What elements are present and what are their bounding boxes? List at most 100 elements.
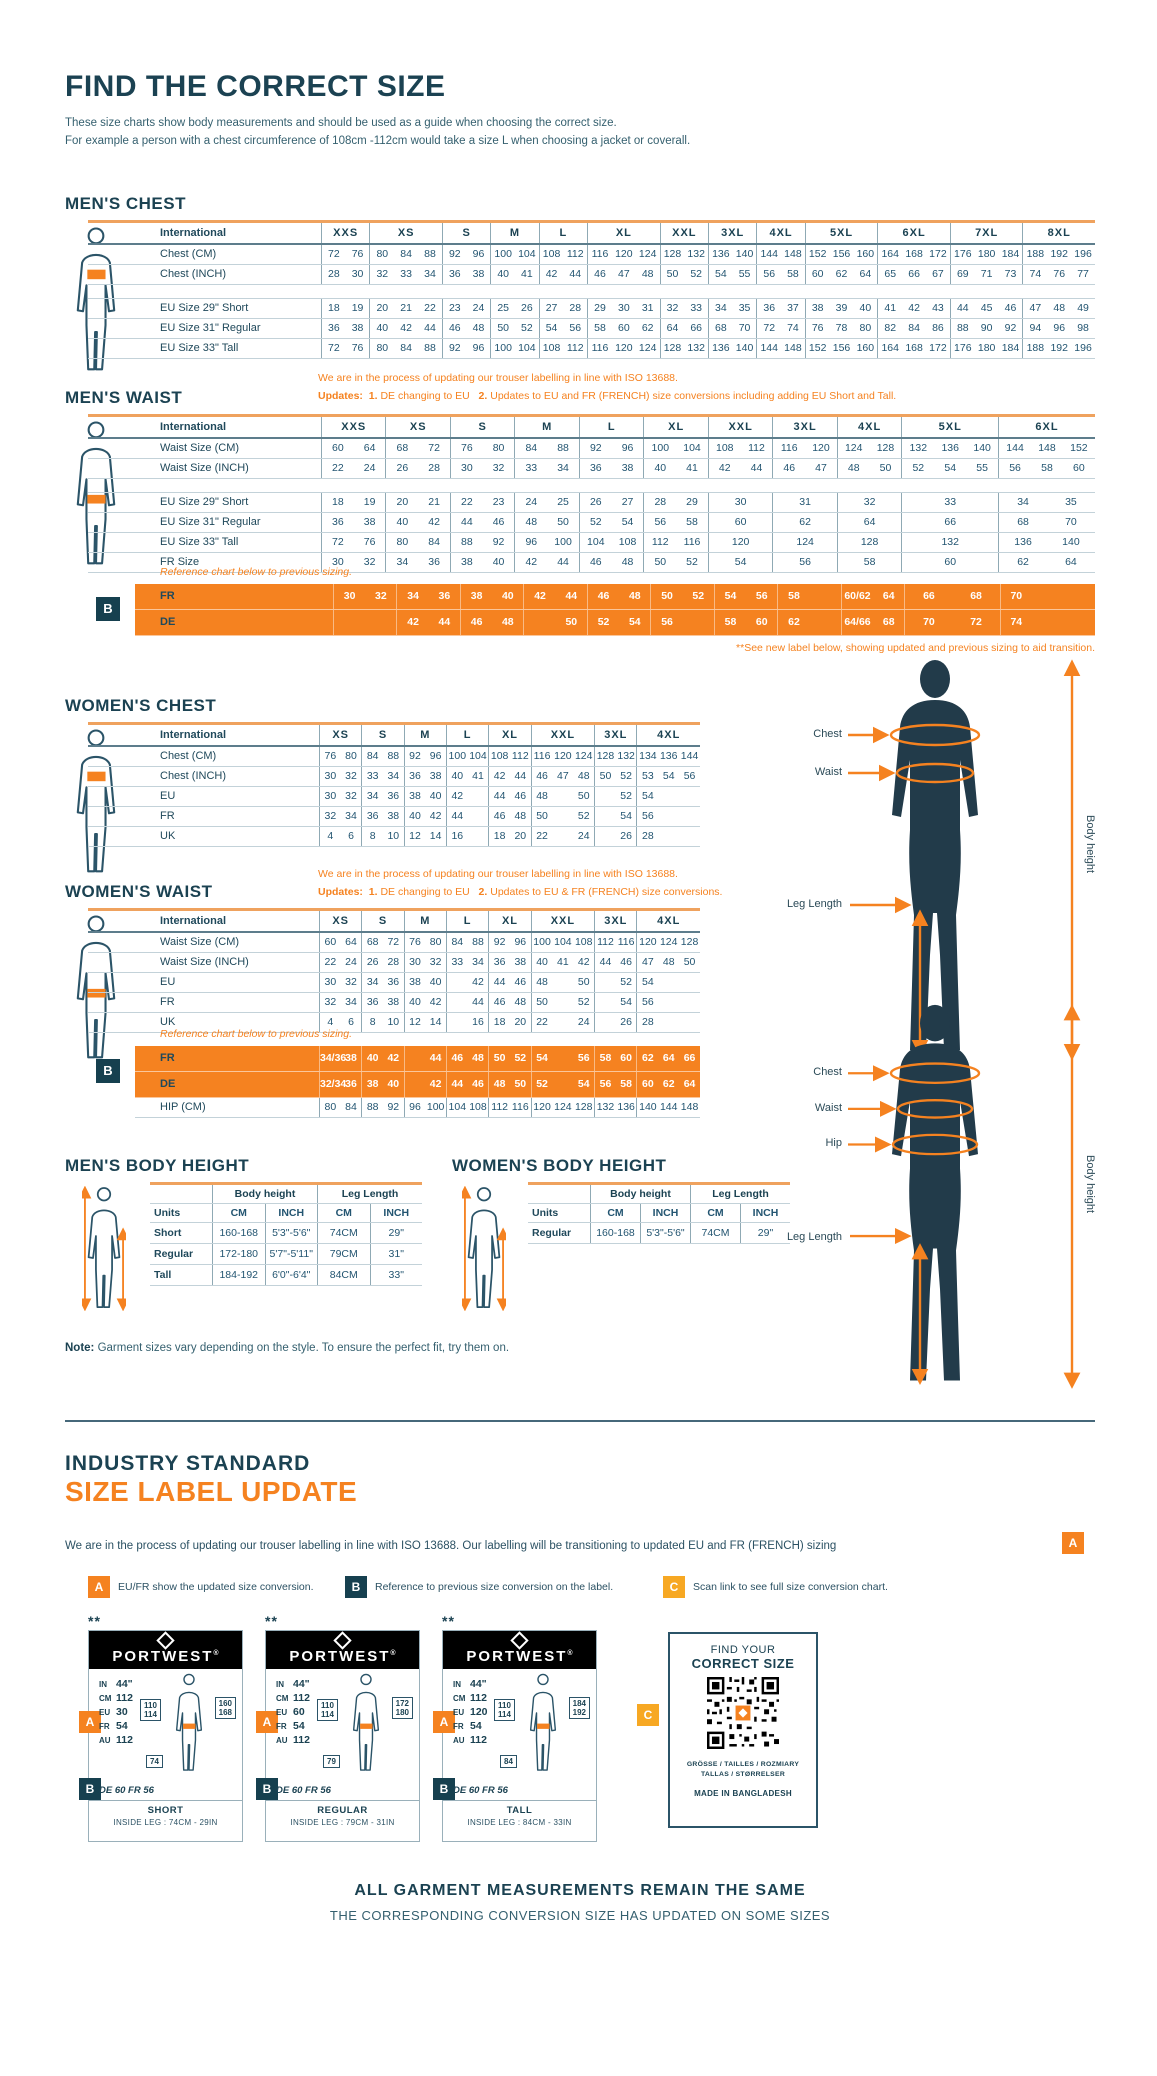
size-value: 30 <box>351 268 364 280</box>
size-cell-group: 41 42 43 <box>877 299 950 318</box>
size-cell-group: 30 32 <box>403 953 446 972</box>
size-value: 38 <box>470 590 483 602</box>
men-chest-label: Chest <box>813 728 842 740</box>
size-value: 4 <box>327 830 334 842</box>
row-label: FR <box>160 590 175 602</box>
size-value: 180 <box>977 248 996 260</box>
size-cell-group: 56 <box>772 553 836 572</box>
portwest-wordmark: PORTWEST® <box>112 1648 219 1665</box>
caption-subtitle: INSIDE LEG : 74CM - 29IN <box>113 1818 218 1827</box>
size-cell-group: 33 34 <box>361 767 403 786</box>
size-cell-group: 80 84 <box>385 533 449 552</box>
mens-body-height-icon <box>82 1186 126 1311</box>
mens-waist-ref-note: Reference chart below to previous sizing… <box>160 566 353 578</box>
womens-chest-table: International XS S M L XL XXL 3XL 4XL Chest (CM) 7… <box>88 722 700 847</box>
mens-waist-footnote: **See new label below, showing updated a… <box>736 642 1095 654</box>
size-column-header: L <box>578 417 643 437</box>
bh-value: 74CM <box>690 1223 740 1243</box>
size-value: 80 <box>429 936 442 948</box>
size-value: 30 <box>324 790 337 802</box>
size-value: 56 <box>654 516 667 528</box>
table-row: EU Size 29" Short 18 19 20 21 22 23 24 25 26 27 28 2… <box>88 493 1095 513</box>
label-spec-row: CM 112 <box>276 1692 310 1704</box>
size-value: 46 <box>514 790 527 802</box>
size-cell-group: 124 <box>772 533 836 552</box>
size-value: 43 <box>932 302 944 314</box>
size-value: 60 <box>617 322 630 334</box>
size-value: 53 <box>642 770 654 782</box>
badge-b: B <box>79 1778 101 1800</box>
size-value: 39 <box>835 302 848 314</box>
size-value: 30 <box>460 462 473 474</box>
size-column-header: 7XL <box>949 223 1023 243</box>
size-value: 46 <box>493 810 506 822</box>
bh-value: 160-168 <box>590 1223 640 1243</box>
garment-note: Note: Garment sizes vary depending on th… <box>65 1342 509 1354</box>
note2-prefix: Updates: <box>318 390 363 402</box>
size-cell-group: 22 24 <box>321 459 385 478</box>
size-value: 25 <box>557 496 569 508</box>
size-value: 48 <box>525 516 538 528</box>
bh-col-header: CM <box>212 1204 265 1222</box>
size-value: 8 <box>369 1016 376 1028</box>
size-cell-group: 46 47 48 <box>530 767 595 786</box>
mens-chest-title: MEN'S CHEST <box>65 194 186 213</box>
size-value: 124 <box>638 342 657 354</box>
caption-title: SHORT <box>147 1805 184 1816</box>
size-label-card: ** PORTWEST® A IN 44" CM 112 EU 60 FR 54 AU 112 1… <box>256 1613 420 1842</box>
size-value: 88 <box>366 1101 379 1113</box>
caption-title: REGULAR <box>317 1805 368 1816</box>
size-value: 132 <box>941 536 959 548</box>
size-value: 47 <box>1029 302 1042 314</box>
size-value: 56 <box>1009 462 1021 474</box>
size-value: 60 <box>332 442 344 454</box>
size-cell-group: 68 70 <box>708 319 756 338</box>
size-cell-group: 30 32 <box>319 767 361 786</box>
size-cell-group: 100 104 <box>445 747 488 766</box>
size-value: 64 <box>859 268 872 280</box>
size-cell-group: 34 35 <box>708 299 756 318</box>
size-value: 84 <box>400 248 412 260</box>
size-value: 42 <box>387 1052 400 1064</box>
size-cell-group: 176 180 184 <box>949 339 1023 358</box>
size-column-header: S <box>441 223 490 243</box>
size-cell-group: 44 <box>445 807 488 826</box>
size-value: 31 <box>799 496 811 508</box>
size-value: 168 <box>905 342 923 354</box>
mens-waist-note1: We are in the process of updating our tr… <box>318 372 678 384</box>
caption-title: TALL <box>506 1805 533 1816</box>
size-value: 68 <box>1017 516 1029 528</box>
size-value: 50 <box>497 322 509 334</box>
bh-value: 160-168 <box>212 1223 265 1243</box>
bh-row: Tall 184-192 6'0"-6'4" 84CM 33" <box>150 1265 422 1286</box>
size-value: 152 <box>1070 442 1088 454</box>
size-value: 22 <box>536 830 548 842</box>
size-value: 48 <box>514 996 527 1008</box>
size-cell-group: 46 48 <box>578 553 643 572</box>
note-bold: Note: <box>65 1342 95 1354</box>
size-value: 36 <box>763 302 776 314</box>
made-in-label: MADE IN BANGLADESH <box>694 1789 792 1799</box>
size-value: 136 <box>712 342 730 354</box>
size-value: 46 <box>594 268 606 280</box>
size-value: 34 <box>366 976 379 988</box>
size-cell-group: 18 20 <box>488 1013 530 1032</box>
size-value: 68 <box>366 936 379 948</box>
size-value: 100 <box>651 442 670 454</box>
size-value: 62 <box>662 1078 675 1090</box>
size-value: 148 <box>784 342 802 354</box>
size-cell-group: 44 <box>403 1046 446 1071</box>
label-spec-row: CM 112 <box>99 1692 133 1704</box>
size-value: 92 <box>448 248 461 260</box>
size-value: 80 <box>396 536 409 548</box>
size-value: 132 <box>687 248 705 260</box>
size-value: 56 <box>577 1052 590 1064</box>
size-cell-group: 22 24 <box>530 827 595 846</box>
size-value: 54 <box>545 322 558 334</box>
size-value: 19 <box>363 496 376 508</box>
size-value: 98 <box>1077 322 1089 334</box>
size-column-header: S <box>361 725 403 745</box>
size-value: 96 <box>1053 322 1066 334</box>
size-value: 34 <box>1017 496 1029 508</box>
